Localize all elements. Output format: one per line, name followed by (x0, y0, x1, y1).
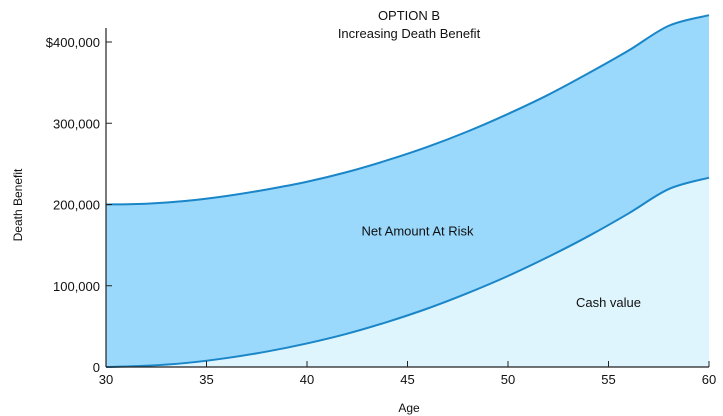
chart-areas (106, 15, 709, 367)
y-ticks: 0 100,000 200,000 300,000 $400,000 (46, 35, 112, 375)
chart-title: OPTION B (378, 8, 440, 23)
x-tick-label: 45 (400, 372, 414, 387)
x-axis-label: Age (398, 401, 420, 415)
y-axis-label: Death Benefit (11, 168, 25, 241)
annotation-cash-value: Cash value (576, 295, 641, 310)
chart-subtitle: Increasing Death Benefit (338, 26, 481, 41)
y-tick-label: 300,000 (53, 116, 100, 131)
y-tick-label: 100,000 (53, 279, 100, 294)
x-tick-label: 30 (99, 372, 113, 387)
y-tick-label: 200,000 (53, 198, 100, 213)
x-tick-label: 40 (300, 372, 314, 387)
x-tick-label: 50 (501, 372, 515, 387)
y-tick-label: 0 (93, 360, 100, 375)
x-tick-label: 55 (601, 372, 615, 387)
annotation-net-amount-at-risk: Net Amount At Risk (362, 224, 474, 239)
x-tick-label: 60 (702, 372, 716, 387)
y-tick-label: $400,000 (46, 35, 100, 50)
x-tick-label: 35 (199, 372, 213, 387)
